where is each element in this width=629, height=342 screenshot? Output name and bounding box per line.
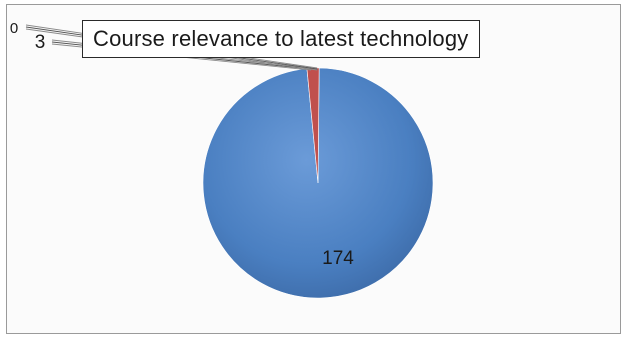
chart-title: Course relevance to latest technology: [93, 26, 469, 51]
chart-title-box: Course relevance to latest technology: [82, 20, 480, 58]
slice-label-0: 174: [322, 248, 354, 269]
slice-label-1: 3: [35, 32, 46, 53]
pie-slices: [202, 67, 434, 299]
slice-label-2: 0: [10, 20, 18, 37]
slice-labels: 174 30: [10, 20, 354, 269]
